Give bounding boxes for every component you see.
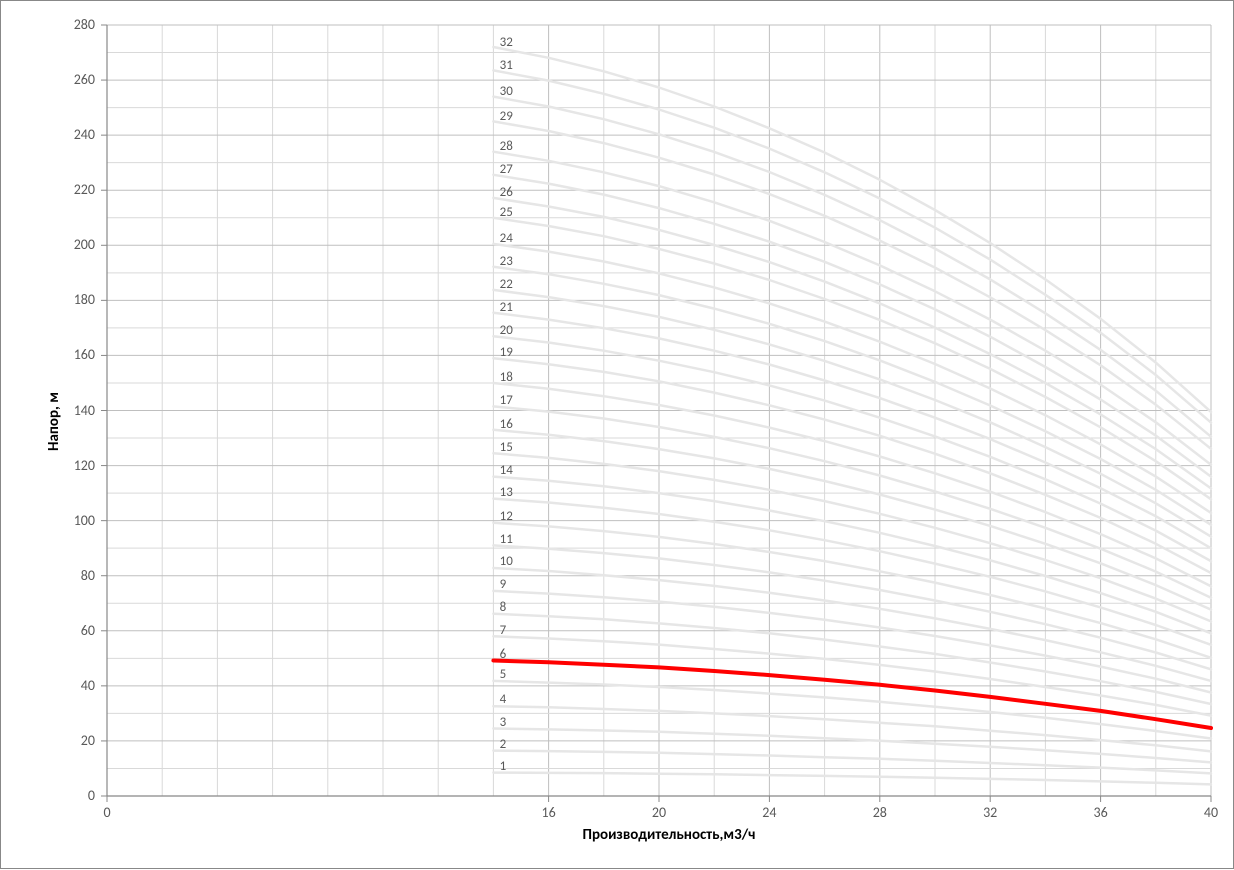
y-tick-label: 120 — [74, 457, 95, 474]
y-tick-label: 280 — [74, 16, 95, 33]
x-tick-label: 36 — [1086, 804, 1116, 821]
series-label: 9 — [500, 577, 507, 592]
series-label: 8 — [500, 600, 507, 615]
series-label: 5 — [500, 667, 507, 682]
y-tick-label: 0 — [88, 787, 95, 804]
series-label: 11 — [500, 532, 513, 547]
series-label: 32 — [500, 35, 513, 50]
series-label: 19 — [500, 345, 513, 360]
series-label: 21 — [500, 300, 513, 315]
y-tick-label: 260 — [74, 71, 95, 88]
series-label: 26 — [500, 185, 513, 200]
y-tick-label: 180 — [74, 291, 95, 308]
y-axis-title: Напор, м — [45, 392, 63, 451]
y-tick-label: 220 — [74, 181, 95, 198]
series-label: 1 — [500, 759, 507, 774]
series-label: 17 — [500, 393, 513, 408]
series-label: 15 — [500, 440, 513, 455]
x-tick-label: 16 — [534, 804, 564, 821]
x-axis-title: Производительность,м3/ч — [539, 826, 799, 844]
series-label: 23 — [500, 254, 513, 269]
y-tick-label: 140 — [74, 402, 95, 419]
series-label: 4 — [500, 692, 507, 707]
y-tick-label: 100 — [74, 512, 95, 529]
y-tick-label: 240 — [74, 126, 95, 143]
y-tick-label: 40 — [81, 677, 95, 694]
series-label: 31 — [500, 58, 513, 73]
x-tick-label: 0 — [92, 804, 122, 821]
series-label: 18 — [500, 370, 513, 385]
y-tick-label: 200 — [74, 236, 95, 253]
x-tick-label: 32 — [975, 804, 1005, 821]
series-label: 20 — [500, 323, 513, 338]
series-label: 29 — [500, 109, 513, 124]
y-tick-label: 160 — [74, 346, 95, 363]
x-tick-label: 24 — [754, 804, 784, 821]
y-tick-label: 80 — [81, 567, 95, 584]
series-label: 12 — [500, 509, 513, 524]
series-label: 6 — [500, 647, 507, 662]
series-label: 27 — [500, 162, 513, 177]
series-label: 2 — [500, 737, 507, 752]
chart-plot-area — [1, 1, 1234, 870]
series-label: 14 — [500, 463, 513, 478]
series-label: 13 — [500, 485, 513, 500]
y-tick-label: 20 — [81, 732, 95, 749]
x-tick-label: 20 — [644, 804, 674, 821]
series-label: 30 — [500, 84, 513, 99]
series-label: 10 — [500, 554, 513, 569]
series-label: 28 — [500, 139, 513, 154]
series-label: 24 — [500, 231, 513, 246]
series-label: 25 — [500, 205, 513, 220]
series-label: 3 — [500, 715, 507, 730]
x-tick-label: 40 — [1196, 804, 1226, 821]
series-label: 7 — [500, 623, 507, 638]
pump-curve-chart: 0162024283236400204060801001201401601802… — [0, 0, 1234, 869]
y-tick-label: 60 — [81, 622, 95, 639]
x-tick-label: 28 — [865, 804, 895, 821]
series-label: 22 — [500, 277, 513, 292]
series-label: 16 — [500, 417, 513, 432]
